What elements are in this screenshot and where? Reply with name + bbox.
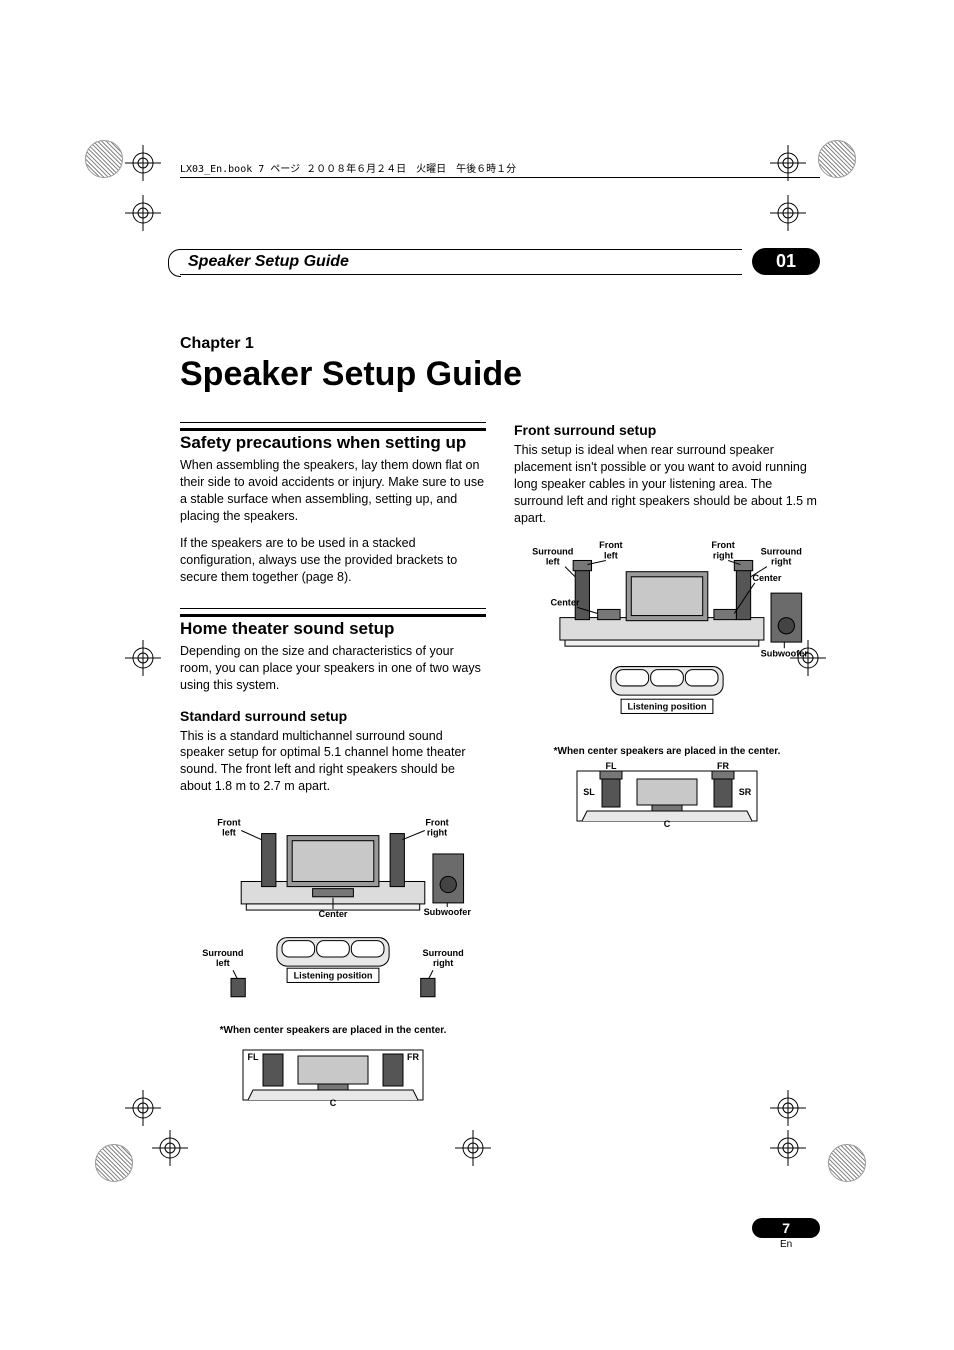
svg-text:right: right [771, 557, 791, 567]
file-header: LX03_En.book 7 ページ ２００８年６月２４日 火曜日 午後６時１分 [180, 160, 820, 178]
svg-text:Front: Front [217, 817, 240, 827]
crop-dot-icon [95, 1144, 133, 1182]
registration-mark-icon [790, 640, 826, 676]
safety-p1: When assembling the speakers, lay them d… [180, 457, 486, 525]
page-number-badge: 7 [752, 1218, 820, 1238]
standard-p: This is a standard multichannel surround… [180, 728, 486, 796]
svg-text:left: left [216, 958, 230, 968]
svg-text:FR: FR [717, 761, 729, 771]
heading-standard-surround: Standard surround setup [180, 708, 486, 724]
registration-mark-icon [125, 640, 161, 676]
svg-text:Surround: Surround [202, 948, 243, 958]
svg-text:Listening position: Listening position [628, 702, 707, 712]
front-p: This setup is ideal when rear surround s… [514, 442, 820, 526]
svg-text:C: C [330, 1098, 337, 1108]
svg-text:SL: SL [583, 787, 595, 797]
svg-text:Center: Center [550, 598, 579, 608]
registration-mark-icon [125, 195, 161, 231]
svg-text:C: C [664, 819, 671, 829]
svg-text:Subwoofer: Subwoofer [424, 907, 472, 917]
registration-mark-icon [125, 1090, 161, 1126]
left-column: Safety precautions when setting up When … [180, 422, 486, 1110]
svg-text:Center: Center [318, 909, 347, 919]
page-number: 7 En [752, 1218, 820, 1250]
page-number-lang: En [752, 1239, 820, 1250]
svg-text:right: right [433, 958, 453, 968]
heading-safety: Safety precautions when setting up [180, 428, 486, 453]
svg-text:Front: Front [425, 817, 448, 827]
registration-mark-icon [770, 145, 806, 181]
svg-text:Surround: Surround [423, 948, 464, 958]
home-p: Depending on the size and characteristic… [180, 643, 486, 694]
svg-text:left: left [604, 551, 618, 561]
safety-p2: If the speakers are to be used in a stac… [180, 535, 486, 586]
standard-caption: *When center speakers are placed in the … [180, 1025, 486, 1036]
svg-text:FL: FL [606, 761, 617, 771]
svg-text:left: left [222, 828, 236, 838]
heading-front-surround: Front surround setup [514, 422, 820, 438]
registration-mark-icon [770, 195, 806, 231]
crop-dot-icon [85, 140, 123, 178]
front-surround-diagram: Listening position Surround left Front l… [514, 536, 820, 740]
chapter-badge: 01 [752, 248, 820, 275]
front-mini-diagram: FL FR SL SR C [557, 761, 777, 831]
registration-mark-icon [152, 1130, 188, 1166]
registration-mark-icon [455, 1130, 491, 1166]
svg-text:right: right [713, 551, 733, 561]
chapter-header-title: Speaker Setup Guide [180, 249, 742, 275]
crop-dot-icon [828, 1144, 866, 1182]
chapter-label: Chapter 1 [180, 335, 820, 353]
svg-text:Surround: Surround [761, 547, 802, 557]
chapter-title: Speaker Setup Guide [180, 355, 820, 394]
svg-text:FR: FR [407, 1052, 419, 1062]
svg-text:Front: Front [711, 541, 734, 551]
svg-text:left: left [546, 557, 560, 567]
front-caption: *When center speakers are placed in the … [514, 746, 820, 757]
standard-mini-diagram: FL FR C [223, 1040, 443, 1110]
svg-text:FL: FL [248, 1052, 259, 1062]
svg-text:Center: Center [752, 573, 781, 583]
svg-text:Front: Front [599, 541, 622, 551]
registration-mark-icon [125, 145, 161, 181]
svg-text:Surround: Surround [532, 547, 573, 557]
registration-mark-icon [770, 1090, 806, 1126]
heading-home-theater: Home theater sound setup [180, 614, 486, 639]
right-column: Front surround setup This setup is ideal… [514, 422, 820, 1110]
standard-surround-diagram: Listening position Front left Front righ… [180, 805, 486, 1019]
chapter-header: Speaker Setup Guide 01 [180, 248, 820, 275]
label-listening: Listening position [294, 970, 373, 980]
svg-text:SR: SR [739, 787, 752, 797]
svg-text:right: right [427, 828, 447, 838]
crop-dot-icon [818, 140, 856, 178]
registration-mark-icon [770, 1130, 806, 1166]
